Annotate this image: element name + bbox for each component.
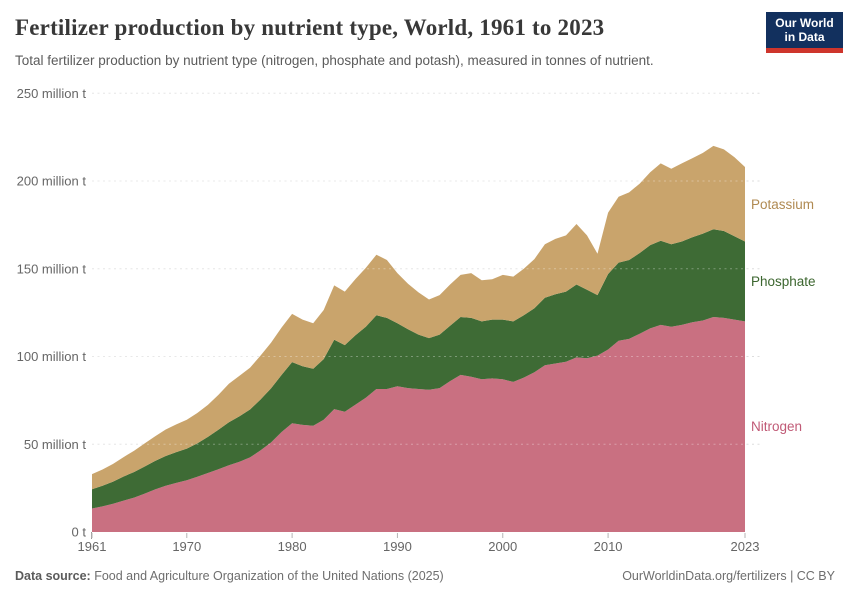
y-tick-label-0: 0 t [72, 525, 87, 540]
owid-logo-line2: in Data [784, 30, 825, 44]
x-tick-label-2010: 2010 [594, 539, 623, 554]
page-title: Fertilizer production by nutrient type, … [15, 15, 605, 40]
x-tick-label-1990: 1990 [383, 539, 412, 554]
y-tick-label-100: 100 million t [17, 349, 87, 364]
legend-label-nitrogen: Nitrogen [751, 419, 802, 434]
chart-subtitle: Total fertilizer production by nutrient … [15, 53, 654, 68]
data-source-label: Data source: [15, 569, 91, 583]
area-potassium [92, 145, 745, 490]
owid-logo-redbar [766, 48, 843, 53]
x-tick-label-1970: 1970 [172, 539, 201, 554]
x-tick-label-2023: 2023 [731, 539, 760, 554]
area-nitrogen [92, 317, 745, 532]
owid-logo-text: Our World in Data [766, 12, 843, 48]
y-tick-label-50: 50 million t [24, 437, 87, 452]
owid-logo-line1: Our World [775, 16, 834, 30]
credit-line: OurWorldinData.org/fertilizers | CC BY [622, 569, 835, 583]
y-tick-label-250: 250 million t [17, 86, 87, 101]
owid-logo: Our World in Data [766, 12, 843, 53]
area-phosphate [92, 229, 745, 509]
legend-label-phosphate: Phosphate [751, 274, 816, 289]
data-source-note: Data source: Food and Agriculture Organi… [15, 569, 444, 583]
y-tick-label-200: 200 million t [17, 174, 87, 189]
legend-label-potassium: Potassium [751, 197, 814, 212]
chart-footer: Data source: Food and Agriculture Organi… [15, 569, 835, 583]
y-tick-label-150: 150 million t [17, 261, 87, 276]
x-tick-label-2000: 2000 [488, 539, 517, 554]
data-source-text: Food and Agriculture Organization of the… [90, 569, 444, 583]
x-tick-label-1980: 1980 [278, 539, 307, 554]
x-tick-label-1961: 1961 [78, 539, 107, 554]
